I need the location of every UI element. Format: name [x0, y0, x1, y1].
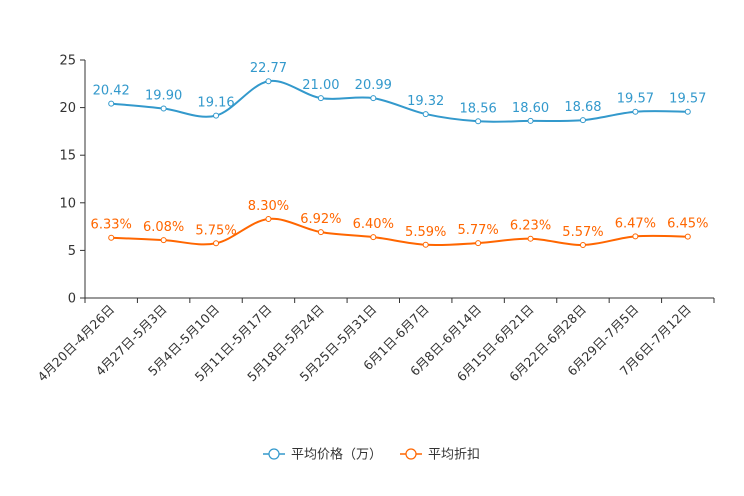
data-label: 18.68 — [564, 100, 601, 115]
series-line — [111, 217, 688, 247]
data-point[interactable] — [370, 95, 377, 102]
legend: 平均价格（万） 平均折扣 — [263, 447, 480, 463]
data-point[interactable] — [160, 105, 167, 112]
data-point[interactable] — [475, 240, 482, 247]
series-layer: 20.42 19.90 19.16 22.77 21.00 20.99 19.32 18.56… — [91, 61, 708, 248]
data-label: 6.45% — [667, 217, 708, 232]
data-label: 5.75% — [195, 223, 236, 238]
data-point[interactable] — [370, 234, 377, 241]
legend-item-1[interactable]: 平均价格（万） — [263, 447, 382, 463]
data-point[interactable] — [108, 100, 115, 107]
y-tick-label: 25 — [59, 54, 76, 69]
data-point[interactable] — [265, 215, 272, 222]
series-1: 20.42 19.90 19.16 22.77 21.00 20.99 19.32 18.56… — [93, 61, 706, 125]
data-label: 19.16 — [197, 96, 234, 111]
data-point[interactable] — [684, 233, 691, 240]
data-label: 19.90 — [145, 89, 182, 104]
series-2: 6.33% 6.08% 5.75% 8.30% 6.92% 6.40% 5.59% 5.77%… — [91, 199, 708, 248]
y-tick-label: 5 — [68, 244, 76, 259]
data-point[interactable] — [632, 108, 639, 115]
data-label: 20.42 — [93, 84, 130, 99]
legend-label: 平均折扣 — [428, 448, 480, 463]
data-point[interactable] — [632, 233, 639, 240]
data-point[interactable] — [579, 241, 586, 248]
data-point[interactable] — [160, 237, 167, 244]
data-label: 8.30% — [248, 199, 289, 214]
data-label: 6.47% — [615, 216, 656, 231]
data-point[interactable] — [527, 235, 534, 242]
data-label: 5.77% — [457, 223, 498, 238]
data-label: 22.77 — [250, 61, 287, 76]
data-label: 6.40% — [353, 217, 394, 232]
data-label: 6.92% — [300, 212, 341, 227]
y-tick-label: 15 — [59, 149, 76, 164]
data-point[interactable] — [317, 229, 324, 236]
data-point[interactable] — [317, 95, 324, 102]
data-label: 6.33% — [91, 218, 132, 233]
legend-marker-icon — [405, 448, 417, 460]
data-label: 19.32 — [407, 94, 444, 109]
data-point[interactable] — [684, 108, 691, 115]
y-tick-label: 0 — [68, 292, 76, 307]
data-point[interactable] — [108, 234, 115, 241]
legend-label: 平均价格（万） — [291, 447, 382, 463]
data-label: 5.57% — [562, 225, 603, 240]
data-label: 6.08% — [143, 220, 184, 235]
data-point[interactable] — [213, 112, 220, 119]
data-label: 5.59% — [405, 225, 446, 240]
data-label: 20.99 — [355, 78, 392, 93]
data-label: 18.60 — [512, 101, 549, 116]
y-tick-label: 20 — [59, 101, 76, 116]
data-label: 18.56 — [460, 101, 497, 116]
legend-item-2[interactable]: 平均折扣 — [400, 448, 480, 463]
data-point[interactable] — [579, 117, 586, 124]
data-point[interactable] — [213, 240, 220, 247]
data-point[interactable] — [422, 241, 429, 248]
data-label: 19.57 — [617, 92, 654, 107]
y-tick-label: 10 — [59, 196, 76, 211]
data-point[interactable] — [527, 117, 534, 124]
data-label: 19.57 — [669, 92, 706, 107]
series-line — [111, 80, 688, 123]
data-point[interactable] — [475, 118, 482, 125]
data-label: 6.23% — [510, 219, 551, 234]
legend-marker-icon — [268, 448, 280, 460]
data-point[interactable] — [422, 111, 429, 118]
data-point[interactable] — [265, 78, 272, 85]
data-label: 21.00 — [302, 78, 339, 93]
